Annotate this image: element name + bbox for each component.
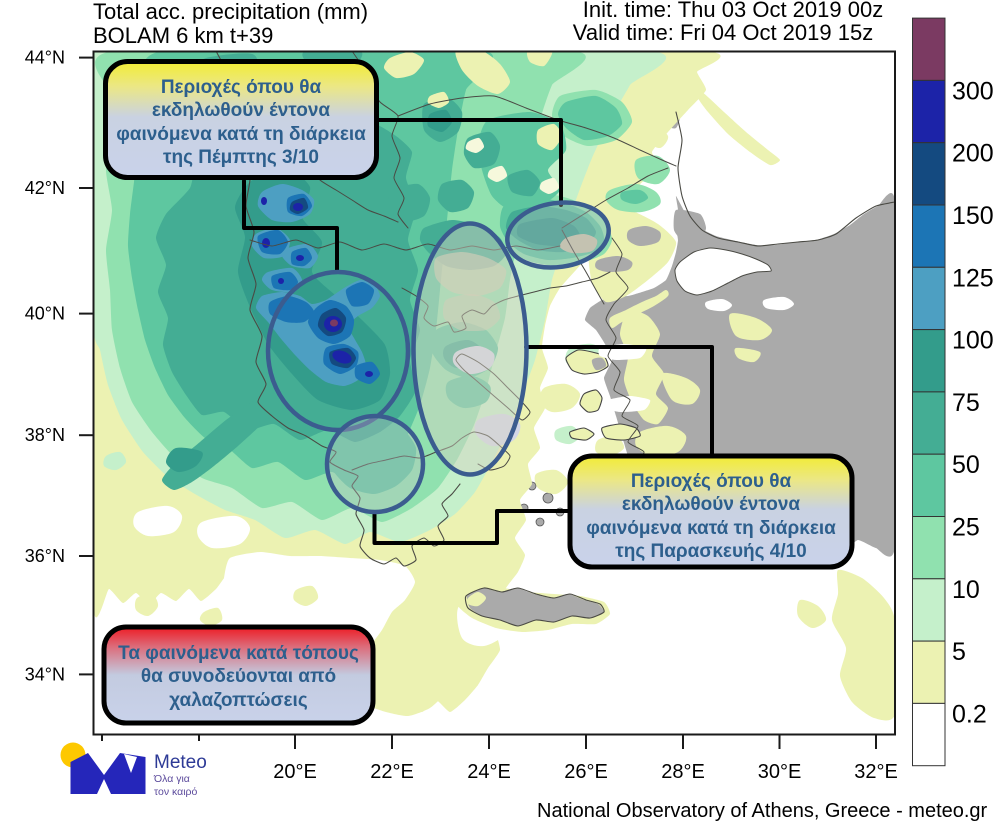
svg-text:34°N: 34°N — [25, 664, 65, 684]
svg-text:30°E: 30°E — [758, 761, 802, 783]
svg-text:20°E: 20°E — [273, 761, 317, 783]
svg-text:Total acc. precipitation (mm): Total acc. precipitation (mm) — [93, 0, 368, 24]
svg-text:Περιοχές όπου θα: Περιοχές όπου θα — [631, 471, 792, 492]
svg-text:National Observatory of Athens: National Observatory of Athens, Greece -… — [537, 800, 988, 822]
svg-text:150: 150 — [952, 202, 994, 230]
svg-text:BOLAM 6 km t+39: BOLAM 6 km t+39 — [93, 23, 273, 48]
svg-text:0.2: 0.2 — [952, 700, 987, 728]
svg-text:24°E: 24°E — [467, 761, 511, 783]
svg-text:32°E: 32°E — [854, 761, 898, 783]
svg-text:θα συνοδεύονται από: θα συνοδεύονται από — [141, 666, 336, 687]
svg-text:44°N: 44°N — [25, 48, 65, 68]
svg-text:Όλα για: Όλα για — [153, 773, 190, 785]
svg-text:εκδηλωθούν έντονα: εκδηλωθούν έντονα — [622, 494, 801, 515]
svg-text:της Πέμπτης 3/10: της Πέμπτης 3/10 — [163, 147, 319, 168]
svg-text:Τα φαινόμενα κατά τόπους: Τα φαινόμενα κατά τόπους — [118, 643, 359, 664]
svg-text:χαλαζοπτώσεις: χαλαζοπτώσεις — [169, 690, 308, 711]
svg-text:200: 200 — [952, 140, 994, 168]
svg-text:100: 100 — [952, 327, 994, 355]
svg-text:50: 50 — [952, 451, 980, 479]
svg-text:εκδηλωθούν έντονα: εκδηλωθούν έντονα — [152, 100, 331, 121]
svg-text:τον καιρό: τον καιρό — [154, 786, 198, 798]
svg-text:28°E: 28°E — [661, 761, 705, 783]
svg-text:φαινόμενα κατά τη διάρκεια: φαινόμενα κατά τη διάρκεια — [586, 518, 836, 539]
svg-text:26°E: 26°E — [564, 761, 608, 783]
svg-text:Init. time: Thu 03 Oct 2019 00: Init. time: Thu 03 Oct 2019 00z — [583, 0, 883, 22]
svg-text:38°N: 38°N — [25, 425, 65, 445]
svg-text:Valid time: Fri 04 Oct 2019 15: Valid time: Fri 04 Oct 2019 15z — [573, 20, 873, 45]
svg-text:42°N: 42°N — [25, 178, 65, 198]
svg-text:10: 10 — [952, 576, 980, 604]
svg-text:36°N: 36°N — [25, 546, 65, 566]
svg-text:125: 125 — [952, 264, 994, 292]
svg-text:φαινόμενα κατά τη διάρκεια: φαινόμενα κατά τη διάρκεια — [116, 124, 366, 145]
svg-text:300: 300 — [952, 77, 994, 105]
svg-text:75: 75 — [952, 389, 980, 417]
svg-text:22°E: 22°E — [370, 761, 414, 783]
svg-text:40°N: 40°N — [25, 304, 65, 324]
svg-text:Περιοχές όπου θα: Περιοχές όπου θα — [161, 77, 322, 98]
svg-text:25: 25 — [952, 514, 980, 542]
svg-text:5: 5 — [952, 638, 966, 666]
svg-text:Meteo: Meteo — [154, 752, 207, 773]
svg-text:της Παρασκευής 4/10: της Παρασκευής 4/10 — [615, 541, 807, 562]
